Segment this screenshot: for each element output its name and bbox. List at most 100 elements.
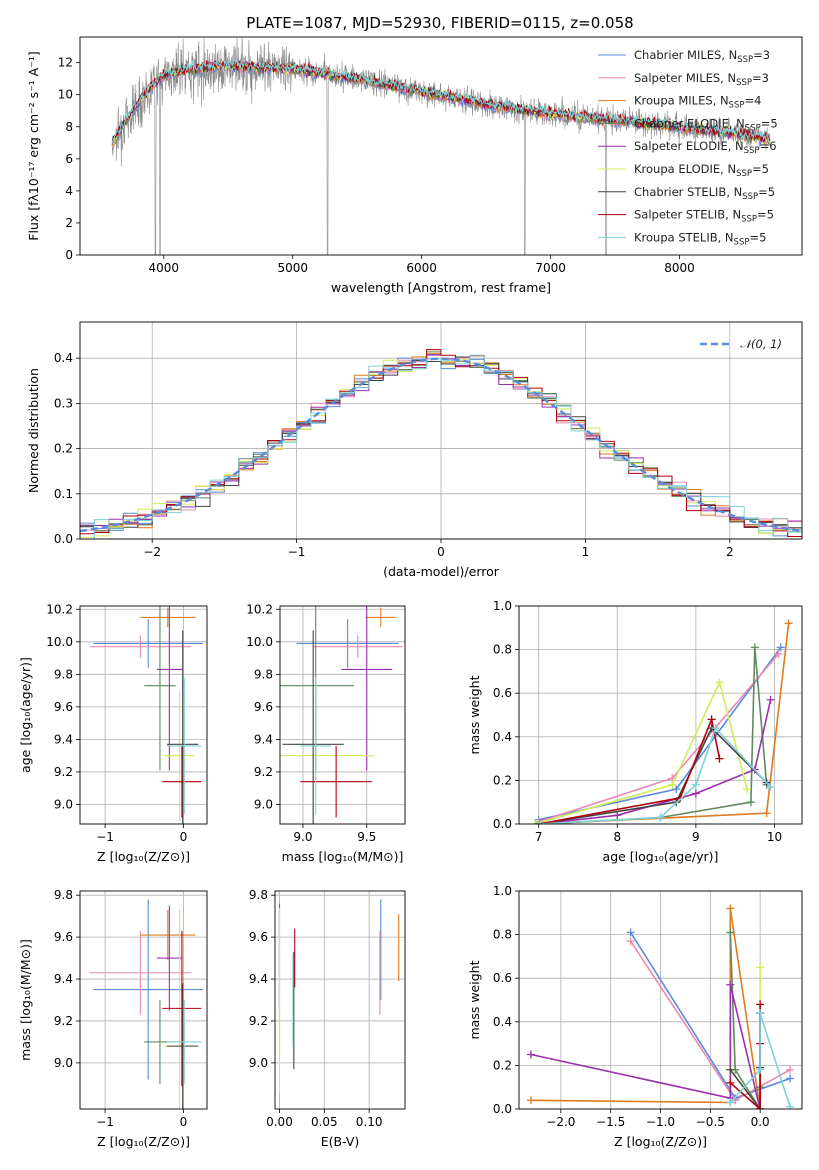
data-point — [715, 754, 724, 763]
y-tick-label: 9.0 — [54, 797, 73, 811]
data-point — [756, 1065, 765, 1074]
series-salpeter_miles — [626, 937, 795, 1105]
legend-entry: Chabrier ELODIE, NSSP=5 — [634, 116, 778, 133]
y-axis-label: Normed distribution — [26, 368, 41, 493]
x-tick-label: −2 — [143, 545, 161, 559]
errorbar-chabrier_stelib — [167, 630, 199, 824]
x-tick-label: 0 — [180, 830, 188, 844]
data-point — [726, 1065, 735, 1074]
spectrum-frame — [79, 36, 803, 256]
x-tick-label: 9.0 — [293, 830, 312, 844]
x-tick-label: −1 — [96, 830, 114, 844]
mass_weight_vs_age-axes: 7 8 9 10 0.0 0.2 0.4 0.6 0.8 1.0 age [log₁₀(age/yr… — [467, 599, 803, 864]
data-point — [526, 1096, 535, 1105]
y-tick-label: 0.4 — [493, 730, 512, 744]
y-tick-label: 0.8 — [493, 928, 512, 942]
data-point — [691, 780, 700, 789]
data-point — [756, 963, 765, 972]
mass_vs_Z-frame — [79, 890, 208, 1110]
data-point — [726, 928, 735, 937]
y-tick-label: 0.6 — [493, 971, 512, 985]
y-tick-label: 9.8 — [54, 667, 73, 681]
y-tick-label: 9.6 — [54, 930, 73, 944]
mass_vs_Z-plot-area — [89, 899, 204, 1109]
data-point — [534, 820, 543, 824]
errorbar-salpeter_stelib — [162, 930, 202, 1086]
errorbar-kroupa_elodie — [163, 909, 196, 1109]
data-point — [786, 1065, 795, 1074]
y-axis-label: mass [log₁₀(M/M⊙)] — [18, 939, 33, 1061]
y-tick-label: 0.6 — [493, 686, 512, 700]
errorbar-kroupa_miles — [365, 607, 397, 628]
data-point — [756, 1009, 765, 1018]
data-point — [526, 1050, 535, 1059]
y-tick-label: 9.0 — [249, 1056, 268, 1070]
x-tick-label: 0.0 — [751, 1115, 770, 1129]
data-point — [626, 928, 635, 937]
spectrum-title: PLATE=1087, MJD=52930, FIBERID=0115, z=0… — [246, 14, 633, 32]
data-point — [786, 1102, 795, 1109]
age_vs_Z-frame — [79, 605, 208, 825]
data-point — [726, 1078, 735, 1087]
x-tick-label: 4000 — [149, 261, 180, 275]
data-point — [766, 782, 775, 791]
x-tick-label: 8000 — [664, 261, 695, 275]
y-tick-label: 0.2 — [493, 1058, 512, 1072]
y-tick-label: 0 — [65, 248, 73, 262]
x-tick-label: 9 — [692, 830, 700, 844]
mass_weight_vs_Z-plot-area — [526, 904, 795, 1109]
errorbar-kroupa_miles — [140, 909, 196, 961]
errorbar-kroupa_stelib — [167, 677, 202, 815]
x-tick-label: −1.5 — [596, 1115, 625, 1129]
age_vs_mass-frame — [279, 605, 406, 825]
data-point — [750, 643, 759, 652]
series-salpeter_elodie — [526, 980, 765, 1109]
x-tick-label: −2.0 — [546, 1115, 575, 1129]
y-tick-label: 8 — [65, 120, 73, 134]
y-tick-label: 9.2 — [254, 765, 273, 779]
legend-entry: 𝒩(0, 1) — [740, 337, 782, 351]
x-tick-label: −1 — [288, 545, 306, 559]
data-point — [726, 980, 735, 989]
y-tick-label: 0.0 — [493, 817, 512, 831]
y-tick-label: 9.4 — [254, 732, 273, 746]
errorbar-chabrier_miles — [93, 619, 204, 668]
errorbar-salpeter_stelib — [162, 745, 202, 818]
y-tick-label: 12 — [58, 56, 73, 70]
data-point — [715, 678, 724, 687]
series-chabrier_elodie — [534, 643, 771, 824]
y-tick-label: 0.8 — [493, 643, 512, 657]
spectrum-plot-area — [111, 37, 771, 255]
x-axis-label: (data-model)/error — [383, 564, 500, 579]
data-point — [613, 811, 622, 820]
y-tick-label: 0.3 — [54, 396, 73, 410]
y-tick-label: 9.0 — [254, 797, 273, 811]
mass_weight_vs_age-frame — [518, 605, 803, 825]
errorbar-chabrier_stelib — [167, 983, 199, 1109]
y-tick-label: 6 — [65, 152, 73, 166]
data-point — [626, 937, 635, 946]
x-tick-label: 0.10 — [356, 1115, 383, 1129]
errorbar-kroupa_miles — [140, 607, 196, 628]
x-tick-label: 5000 — [277, 261, 308, 275]
errorbar-chabrier_elodie — [144, 606, 176, 771]
y-tick-label: 10.2 — [246, 602, 273, 616]
age_vs_mass-axes: 9.0 9.5 9.0 9.2 9.4 9.6 9.8 10.0 10.2 mass [log₁₀… — [246, 602, 406, 864]
y-tick-label: 9.4 — [54, 732, 73, 746]
data-point — [672, 785, 681, 794]
errorbar-chabrier_stelib — [282, 630, 344, 824]
errorbar-salpeter_miles — [89, 635, 192, 659]
y-tick-label: 9.8 — [249, 888, 268, 902]
y-tick-label: 10 — [58, 88, 73, 102]
y-tick-label: 10.0 — [246, 635, 273, 649]
y-tick-label: 1.0 — [493, 599, 512, 613]
legend-entry: Salpeter MILES, NSSP=3 — [634, 71, 769, 88]
data-point — [691, 789, 700, 798]
normal-curve — [80, 357, 802, 533]
legend-entry: Kroupa MILES, NSSP=4 — [634, 94, 761, 111]
y-tick-label: 0.0 — [54, 532, 73, 546]
errorbar-salpeter_elodie — [156, 606, 182, 771]
data-point — [746, 798, 755, 807]
data-point — [726, 904, 735, 913]
